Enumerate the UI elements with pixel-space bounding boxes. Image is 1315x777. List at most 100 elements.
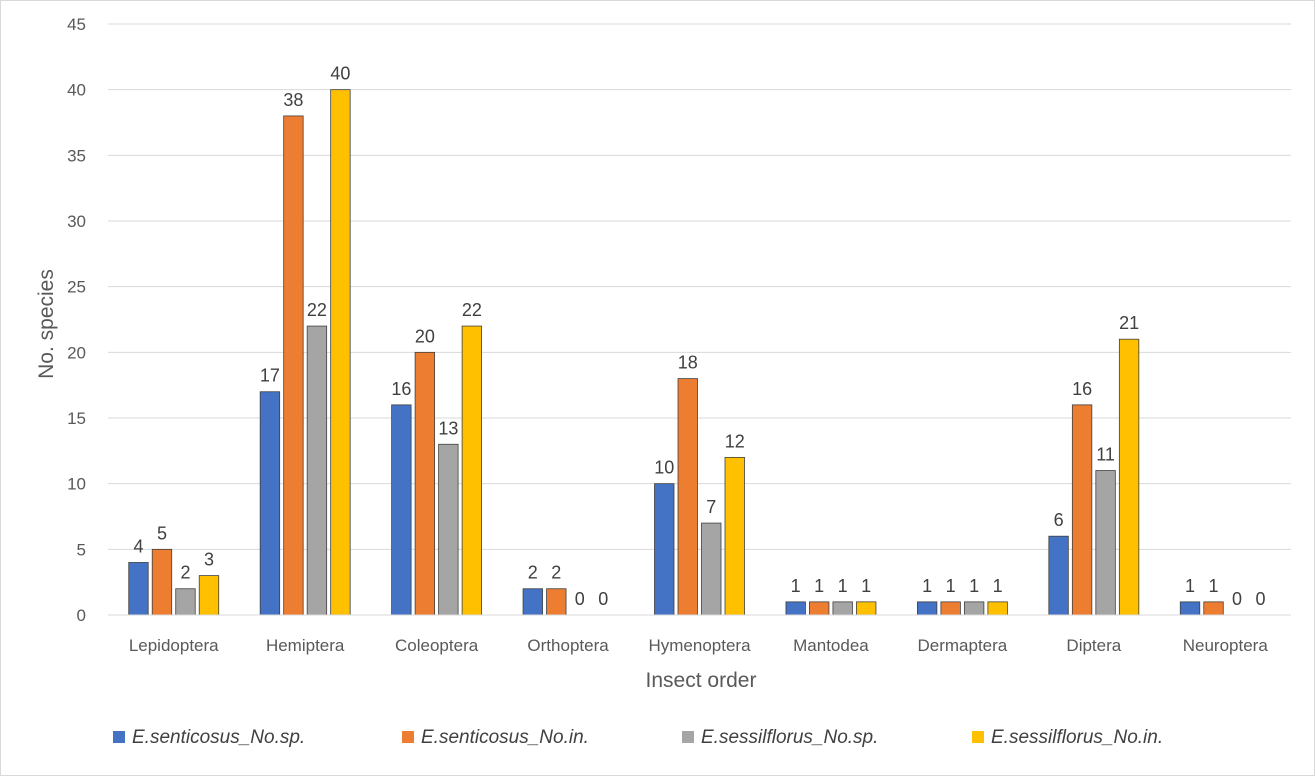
data-label: 18 — [678, 353, 698, 373]
bar — [1071, 404, 1093, 616]
bar — [701, 522, 722, 616]
bar — [1048, 535, 1069, 616]
data-label: 40 — [330, 64, 350, 84]
y-axis-ticks: 0 5 10 15 20 25 30 35 40 45 — [67, 15, 86, 625]
x-tick-label: Orthoptera — [527, 636, 609, 655]
data-label: 0 — [1256, 589, 1266, 609]
data-label: 16 — [391, 379, 411, 399]
bar — [832, 601, 853, 616]
y-tick-label: 35 — [67, 146, 86, 165]
x-tick-label: Diptera — [1066, 636, 1121, 655]
bar — [461, 325, 483, 616]
data-label: 1 — [922, 576, 932, 596]
legend-swatch — [972, 731, 984, 743]
bar — [809, 601, 830, 616]
bar — [856, 601, 877, 616]
bar — [391, 404, 412, 616]
legend-label: E.sessilflorus_No.in. — [991, 727, 1163, 748]
y-tick-label: 15 — [67, 409, 86, 428]
data-label: 0 — [598, 589, 608, 609]
data-label: 1 — [946, 576, 956, 596]
legend-label: E.senticosus_No.in. — [421, 727, 589, 748]
data-label: 4 — [133, 536, 143, 556]
bar — [987, 601, 1008, 616]
y-axis-title: No. species — [35, 269, 58, 379]
bar — [724, 456, 745, 616]
data-label: 6 — [1054, 510, 1064, 530]
data-label: 2 — [180, 563, 190, 583]
data-label: 5 — [157, 523, 167, 543]
x-axis-ticks: Lepidoptera Hemiptera Coleoptera Orthoptera… — [129, 636, 1269, 655]
data-label: 1 — [791, 576, 801, 596]
y-tick-label: 45 — [67, 15, 86, 34]
bar — [283, 115, 304, 616]
data-label: 1 — [1185, 576, 1195, 596]
data-label: 16 — [1072, 379, 1092, 399]
x-tick-label: Coleoptera — [395, 636, 479, 655]
data-label: 1 — [969, 576, 979, 596]
y-tick-label: 25 — [67, 278, 86, 297]
data-label: 17 — [260, 366, 280, 386]
legend-swatch — [113, 731, 125, 743]
bar — [546, 588, 567, 616]
y-tick-label: 20 — [67, 343, 86, 362]
x-tick-label: Lepidoptera — [129, 636, 219, 655]
data-label: 22 — [307, 300, 327, 320]
bar — [438, 443, 459, 616]
x-axis-title: Insect order — [646, 669, 757, 692]
bar — [330, 89, 351, 616]
y-tick-label: 30 — [67, 212, 86, 231]
data-label: 1 — [1209, 576, 1219, 596]
bar — [785, 601, 806, 616]
bar — [522, 588, 543, 616]
bar — [916, 601, 938, 616]
bar — [1179, 601, 1201, 616]
bar — [1203, 601, 1224, 616]
legend-swatch — [682, 731, 694, 743]
data-label: 1 — [993, 576, 1003, 596]
data-label: 3 — [204, 550, 214, 570]
bar — [1095, 470, 1116, 616]
data-label: 0 — [1232, 589, 1242, 609]
x-tick-label: Dermaptera — [918, 636, 1008, 655]
x-tick-label: Mantodea — [793, 636, 869, 655]
bar — [151, 548, 173, 616]
data-label: 22 — [462, 300, 482, 320]
bar — [259, 391, 281, 616]
x-tick-label: Neuroptera — [1183, 636, 1269, 655]
data-label: 0 — [575, 589, 585, 609]
data-label: 7 — [706, 497, 716, 517]
bar — [306, 325, 328, 616]
bar — [940, 601, 961, 616]
bars — [128, 89, 1224, 616]
data-label: 1 — [814, 576, 824, 596]
x-tick-label: Hemiptera — [266, 636, 345, 655]
legend-label: E.senticosus_No.sp. — [132, 727, 305, 748]
bar — [198, 575, 220, 616]
bar — [128, 562, 149, 616]
legend: E.senticosus_No.sp. E.senticosus_No.in. E.… — [113, 727, 1163, 748]
data-label: 12 — [725, 431, 745, 451]
x-tick-label: Hymenoptera — [648, 636, 751, 655]
y-tick-label: 40 — [67, 81, 86, 100]
bar — [654, 483, 675, 616]
data-label: 11 — [1096, 445, 1115, 465]
bar — [1118, 338, 1140, 616]
legend-swatch — [402, 731, 414, 743]
legend-label: E.sessilflorus_No.sp. — [701, 727, 878, 748]
data-label: 2 — [528, 563, 538, 583]
data-label: 10 — [654, 458, 674, 478]
bar — [677, 378, 698, 616]
data-label: 21 — [1119, 313, 1139, 333]
bar — [175, 588, 196, 616]
data-label: 20 — [415, 326, 435, 346]
data-label: 1 — [861, 576, 871, 596]
data-label: 2 — [551, 563, 561, 583]
data-label: 38 — [283, 90, 303, 110]
bar — [963, 601, 985, 616]
data-label: 1 — [838, 576, 848, 596]
data-label: 13 — [438, 418, 458, 438]
bar — [414, 351, 436, 616]
